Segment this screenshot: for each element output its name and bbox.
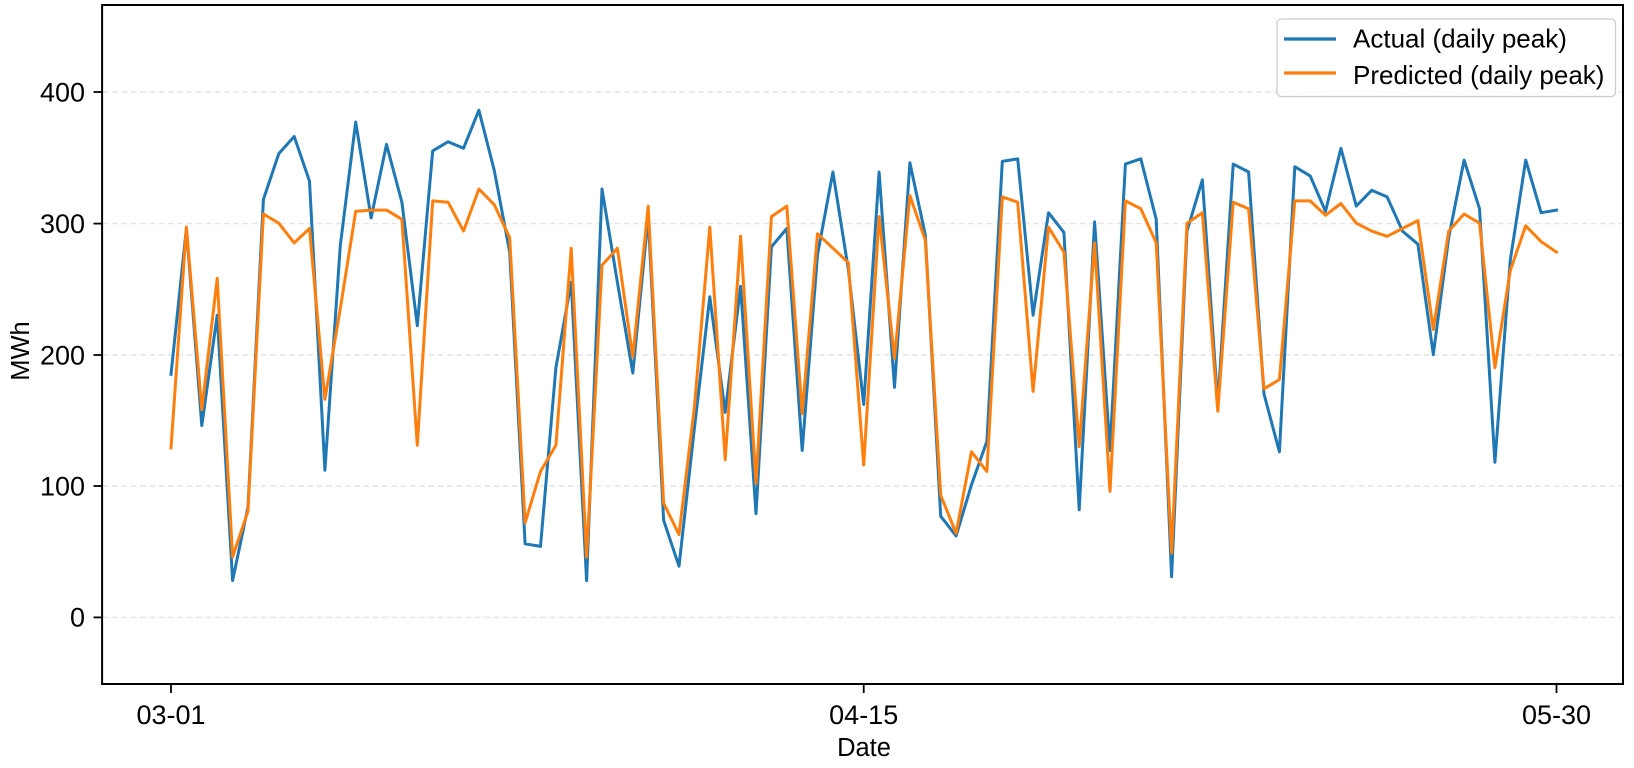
svg-text:0: 0 [70,603,85,633]
svg-text:Actual (daily peak): Actual (daily peak) [1353,24,1567,54]
svg-text:Date: Date [837,734,891,762]
svg-text:Predicted (daily peak): Predicted (daily peak) [1353,60,1604,90]
svg-text:400: 400 [40,77,85,107]
svg-text:05-30: 05-30 [1522,700,1591,730]
svg-text:100: 100 [40,471,85,501]
svg-text:03-01: 03-01 [136,700,205,730]
svg-text:200: 200 [40,340,85,370]
svg-text:300: 300 [40,209,85,239]
svg-text:MWh: MWh [7,321,35,381]
svg-text:04-15: 04-15 [829,700,898,730]
